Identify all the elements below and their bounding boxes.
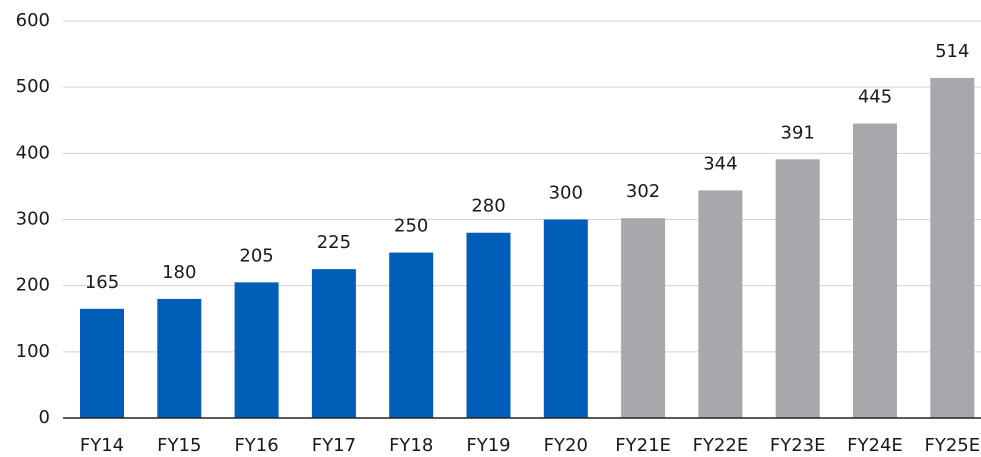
data-label: 165 bbox=[85, 272, 119, 293]
bar bbox=[775, 159, 820, 418]
x-tick-label: FY22E bbox=[693, 435, 749, 456]
bar bbox=[157, 298, 202, 418]
x-tick-label: FY18 bbox=[389, 435, 433, 456]
bar bbox=[930, 77, 975, 419]
data-label: 445 bbox=[858, 87, 892, 108]
bar bbox=[311, 269, 356, 418]
data-label: 205 bbox=[239, 245, 273, 266]
x-tick-label: FY19 bbox=[466, 435, 510, 456]
y-tick-label: 600 bbox=[16, 10, 50, 31]
bar bbox=[621, 218, 666, 418]
x-tick-label: FY21E bbox=[615, 435, 671, 456]
x-tick-label: FY20 bbox=[544, 435, 588, 456]
data-label: 250 bbox=[394, 216, 428, 237]
data-label: 280 bbox=[471, 196, 505, 217]
bar bbox=[389, 252, 434, 418]
y-tick-label: 300 bbox=[16, 209, 50, 230]
x-tick-label: FY24E bbox=[847, 435, 903, 456]
data-label: 514 bbox=[935, 41, 969, 62]
bar bbox=[853, 123, 897, 418]
data-label: 302 bbox=[626, 181, 660, 202]
data-label: 225 bbox=[317, 232, 351, 253]
data-label: 344 bbox=[703, 153, 737, 174]
y-tick-label: 100 bbox=[16, 341, 50, 362]
bar bbox=[698, 190, 743, 418]
x-tick-label: FY25E bbox=[924, 435, 980, 456]
x-tick-label: FY17 bbox=[312, 435, 356, 456]
data-label: 391 bbox=[781, 122, 815, 143]
x-tick-label: FY23E bbox=[770, 435, 826, 456]
bar bbox=[466, 232, 511, 418]
x-tick-label: FY15 bbox=[157, 435, 201, 456]
y-tick-label: 500 bbox=[16, 76, 50, 97]
y-tick-label: 400 bbox=[16, 142, 50, 163]
data-label: 180 bbox=[162, 262, 196, 283]
y-tick-label: 0 bbox=[39, 407, 50, 428]
data-label: 300 bbox=[549, 183, 583, 204]
bar bbox=[80, 308, 124, 418]
y-tick-label: 200 bbox=[16, 275, 50, 296]
bar bbox=[543, 219, 588, 418]
x-tick-label: FY16 bbox=[234, 435, 278, 456]
x-tick-label: FY14 bbox=[80, 435, 124, 456]
bar bbox=[234, 282, 279, 418]
